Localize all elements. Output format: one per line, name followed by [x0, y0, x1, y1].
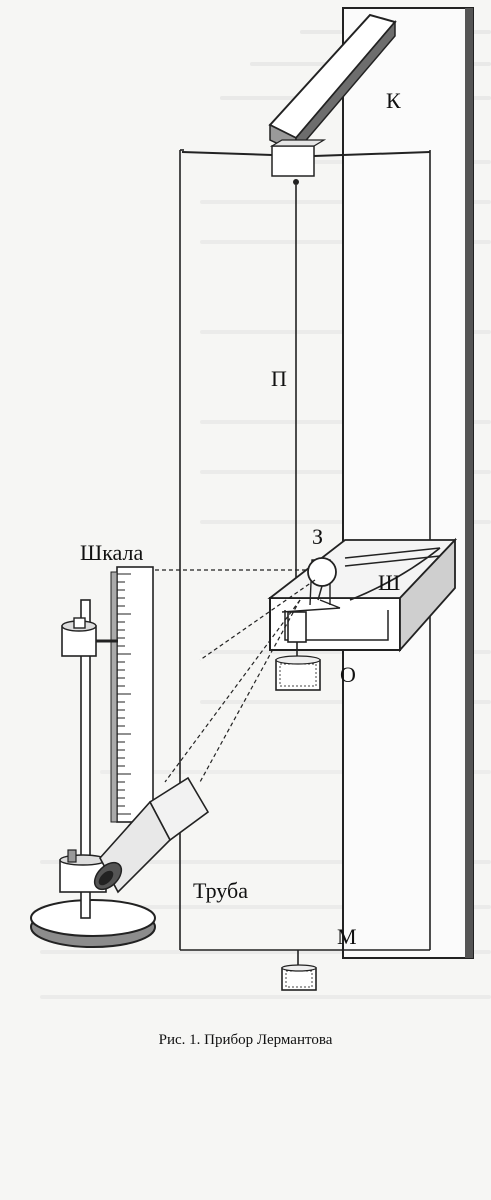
label-sh: Ш [378, 570, 401, 595]
label-scale: Шкала [80, 540, 144, 565]
bracket-k [181, 13, 431, 185]
weight-m [281, 964, 317, 991]
label-k: К [386, 88, 401, 113]
label-o: О [340, 662, 356, 687]
weight-o [275, 655, 321, 691]
wall-board [342, 7, 474, 959]
label-tube: Труба [193, 878, 248, 903]
label-z: З [312, 524, 324, 549]
label-m: М [337, 924, 357, 949]
scale-ruler [110, 566, 154, 823]
figure-caption: Рис. 1. Прибор Лермантова [158, 1032, 333, 1048]
telescope-tube [93, 776, 210, 894]
tripod-stand [30, 599, 156, 948]
light-ray-lines [155, 569, 316, 783]
label-p: П [271, 366, 287, 391]
mirror-z [307, 557, 337, 601]
